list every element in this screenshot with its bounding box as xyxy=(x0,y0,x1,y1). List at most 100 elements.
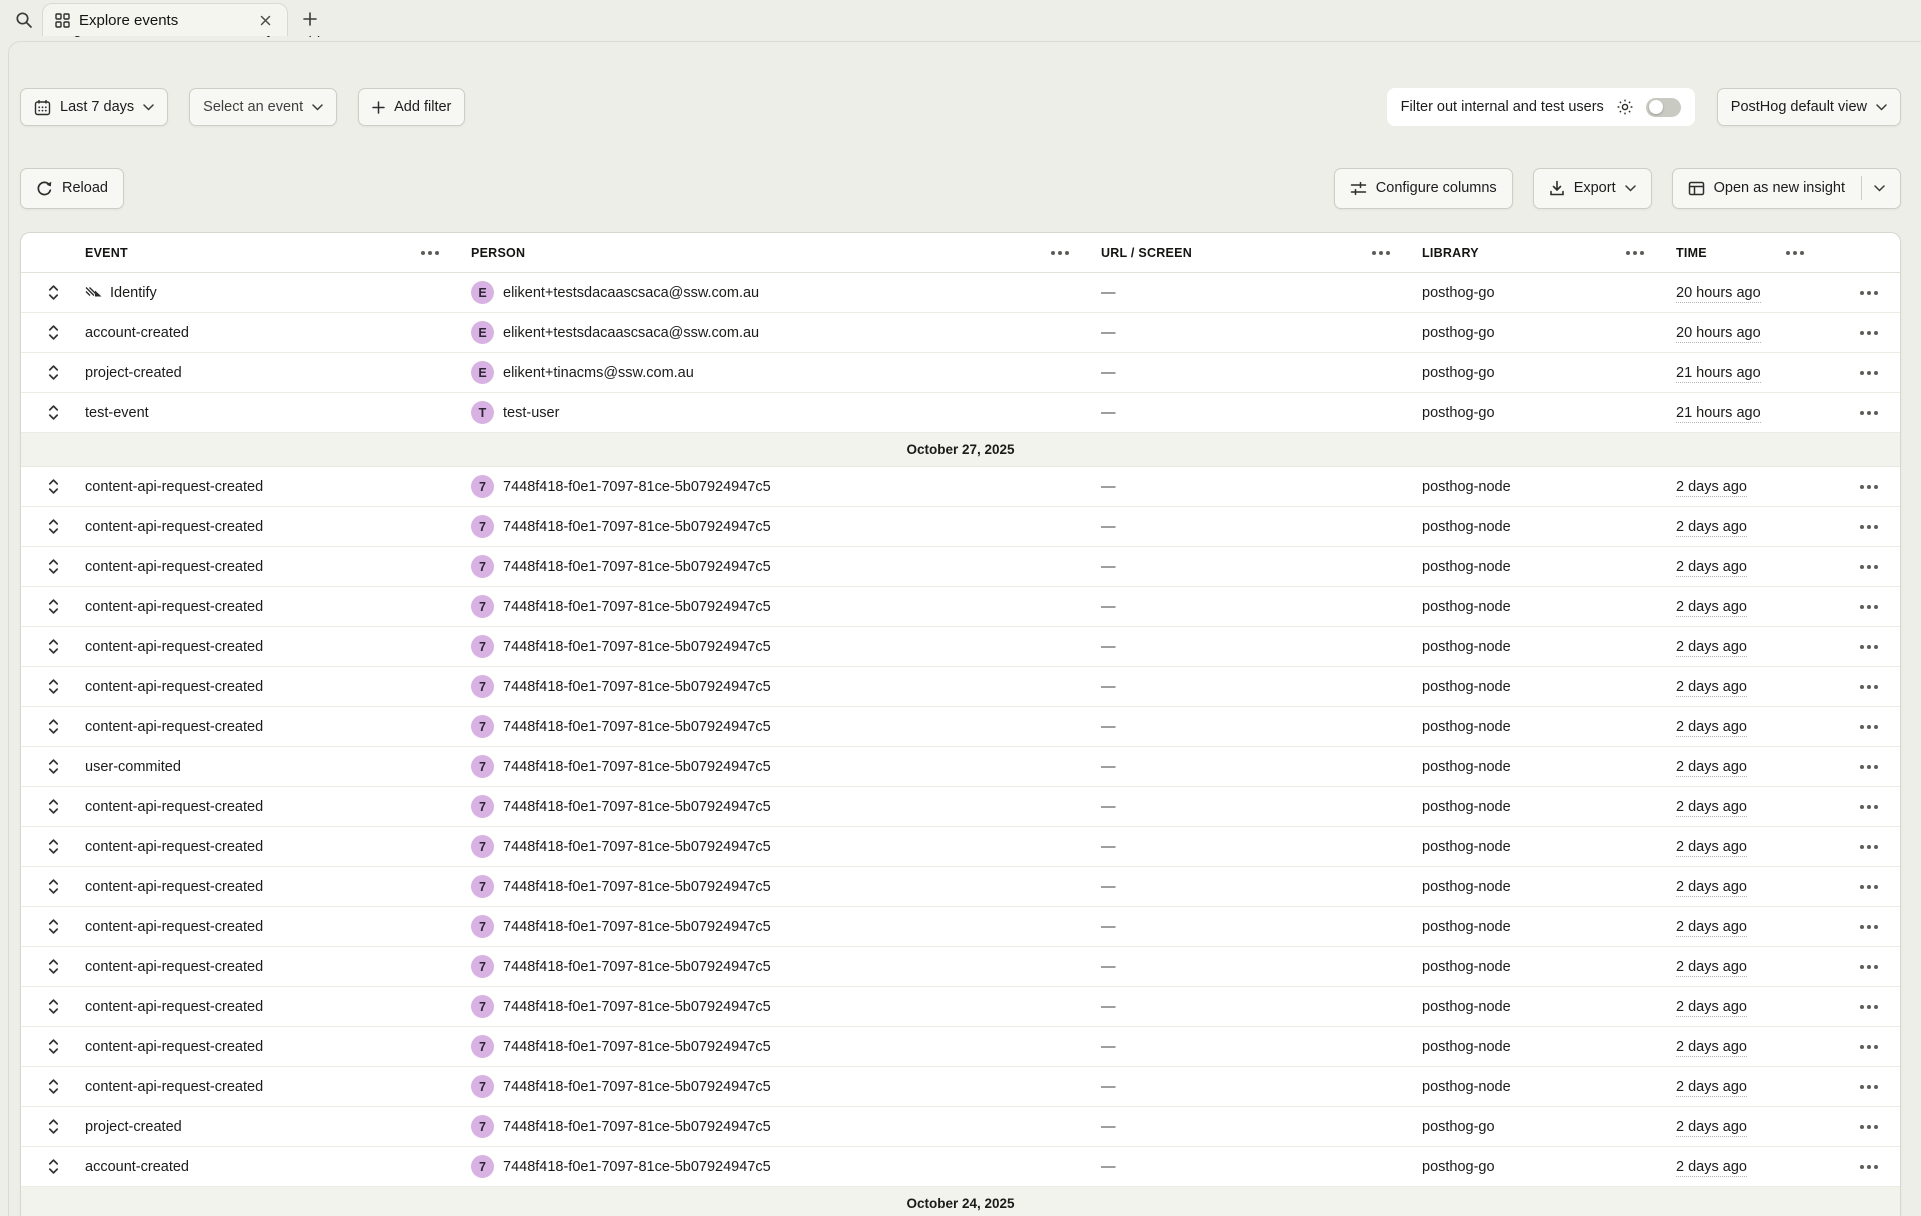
table-row[interactable]: content-api-request-created 7 7448f418-f… xyxy=(21,987,1900,1027)
table-row[interactable]: user-commited 7 7448f418-f0e1-7097-81ce-… xyxy=(21,747,1900,787)
gear-icon[interactable] xyxy=(1614,96,1636,118)
row-menu-icon[interactable] xyxy=(1856,283,1882,303)
table-row[interactable]: content-api-request-created 7 7448f418-f… xyxy=(21,587,1900,627)
person-link[interactable]: 7 7448f418-f0e1-7097-81ce-5b07924947c5 xyxy=(471,515,1101,538)
reload-button[interactable]: Reload xyxy=(20,167,124,209)
table-row[interactable]: content-api-request-created 7 7448f418-f… xyxy=(21,627,1900,667)
row-expand-icon[interactable] xyxy=(45,716,62,737)
row-expand-icon[interactable] xyxy=(45,556,62,577)
row-expand-icon[interactable] xyxy=(45,636,62,657)
person-link[interactable]: 7 7448f418-f0e1-7097-81ce-5b07924947c5 xyxy=(471,835,1101,858)
row-expand-icon[interactable] xyxy=(45,1036,62,1057)
configure-columns-button[interactable]: Configure columns xyxy=(1333,167,1513,209)
person-link[interactable]: 7 7448f418-f0e1-7097-81ce-5b07924947c5 xyxy=(471,715,1101,738)
column-menu-icon[interactable] xyxy=(1782,243,1808,263)
row-menu-icon[interactable] xyxy=(1856,717,1882,737)
row-menu-icon[interactable] xyxy=(1856,597,1882,617)
event-name[interactable]: content-api-request-created xyxy=(85,478,264,495)
row-expand-icon[interactable] xyxy=(45,876,62,897)
row-expand-icon[interactable] xyxy=(45,756,62,777)
person-link[interactable]: 7 7448f418-f0e1-7097-81ce-5b07924947c5 xyxy=(471,1075,1101,1098)
column-menu-icon[interactable] xyxy=(1622,243,1648,263)
row-expand-icon[interactable] xyxy=(45,676,62,697)
row-menu-icon[interactable] xyxy=(1856,997,1882,1017)
person-link[interactable]: T test-user xyxy=(471,401,1101,424)
row-menu-icon[interactable] xyxy=(1856,517,1882,537)
row-expand-icon[interactable] xyxy=(45,796,62,817)
event-name[interactable]: content-api-request-created xyxy=(85,558,264,575)
new-tab-icon[interactable] xyxy=(298,7,322,31)
row-expand-icon[interactable] xyxy=(45,596,62,617)
event-name[interactable]: content-api-request-created xyxy=(85,518,264,535)
row-menu-icon[interactable] xyxy=(1856,557,1882,577)
event-name[interactable]: content-api-request-created xyxy=(85,878,264,895)
tab-explore-events[interactable]: Explore events xyxy=(42,3,288,36)
row-menu-icon[interactable] xyxy=(1856,877,1882,897)
row-menu-icon[interactable] xyxy=(1856,757,1882,777)
person-link[interactable]: 7 7448f418-f0e1-7097-81ce-5b07924947c5 xyxy=(471,755,1101,778)
row-menu-icon[interactable] xyxy=(1856,797,1882,817)
row-expand-icon[interactable] xyxy=(45,402,62,423)
person-link[interactable]: 7 7448f418-f0e1-7097-81ce-5b07924947c5 xyxy=(471,555,1101,578)
table-row[interactable]: content-api-request-created 7 7448f418-f… xyxy=(21,787,1900,827)
time-value[interactable]: 2 days ago xyxy=(1676,558,1747,577)
event-name[interactable]: content-api-request-created xyxy=(85,958,264,975)
time-value[interactable]: 21 hours ago xyxy=(1676,404,1761,423)
row-expand-icon[interactable] xyxy=(45,322,62,343)
time-value[interactable]: 2 days ago xyxy=(1676,1158,1747,1177)
table-row[interactable]: test-event T test-user — posthog-go 21 h… xyxy=(21,393,1900,433)
row-expand-icon[interactable] xyxy=(45,476,62,497)
row-menu-icon[interactable] xyxy=(1856,917,1882,937)
table-row[interactable]: content-api-request-created 7 7448f418-f… xyxy=(21,947,1900,987)
event-name[interactable]: content-api-request-created xyxy=(85,838,264,855)
time-value[interactable]: 21 hours ago xyxy=(1676,364,1761,383)
row-menu-icon[interactable] xyxy=(1856,363,1882,383)
chevron-down-icon[interactable] xyxy=(1874,184,1885,192)
table-row[interactable]: Identify E elikent+testsdacaascsaca@ssw.… xyxy=(21,273,1900,313)
time-value[interactable]: 20 hours ago xyxy=(1676,324,1761,343)
row-menu-icon[interactable] xyxy=(1856,1157,1882,1177)
row-expand-icon[interactable] xyxy=(45,282,62,303)
event-name[interactable]: account-created xyxy=(85,1158,189,1175)
table-row[interactable]: content-api-request-created 7 7448f418-f… xyxy=(21,547,1900,587)
event-name[interactable]: test-event xyxy=(85,404,149,421)
row-expand-icon[interactable] xyxy=(45,996,62,1017)
add-filter-button[interactable]: Add filter xyxy=(358,88,466,126)
row-expand-icon[interactable] xyxy=(45,362,62,383)
event-name[interactable]: content-api-request-created xyxy=(85,1038,264,1055)
time-value[interactable]: 2 days ago xyxy=(1676,638,1747,657)
person-link[interactable]: 7 7448f418-f0e1-7097-81ce-5b07924947c5 xyxy=(471,955,1101,978)
filter-test-users-toggle[interactable] xyxy=(1645,97,1681,117)
row-expand-icon[interactable] xyxy=(45,956,62,977)
table-row[interactable]: account-created E elikent+testsdacaascsa… xyxy=(21,313,1900,353)
event-name[interactable]: user-commited xyxy=(85,758,181,775)
time-value[interactable]: 2 days ago xyxy=(1676,798,1747,817)
person-link[interactable]: 7 7448f418-f0e1-7097-81ce-5b07924947c5 xyxy=(471,915,1101,938)
person-link[interactable]: 7 7448f418-f0e1-7097-81ce-5b07924947c5 xyxy=(471,675,1101,698)
column-menu-icon[interactable] xyxy=(417,243,443,263)
event-name[interactable]: content-api-request-created xyxy=(85,718,264,735)
event-name[interactable]: content-api-request-created xyxy=(85,678,264,695)
event-name[interactable]: content-api-request-created xyxy=(85,918,264,935)
person-link[interactable]: 7 7448f418-f0e1-7097-81ce-5b07924947c5 xyxy=(471,1035,1101,1058)
time-value[interactable]: 2 days ago xyxy=(1676,958,1747,977)
person-link[interactable]: 7 7448f418-f0e1-7097-81ce-5b07924947c5 xyxy=(471,1155,1101,1178)
row-expand-icon[interactable] xyxy=(45,516,62,537)
event-name[interactable]: content-api-request-created xyxy=(85,598,264,615)
person-link[interactable]: 7 7448f418-f0e1-7097-81ce-5b07924947c5 xyxy=(471,475,1101,498)
time-value[interactable]: 2 days ago xyxy=(1676,718,1747,737)
table-row[interactable]: content-api-request-created 7 7448f418-f… xyxy=(21,827,1900,867)
person-link[interactable]: 7 7448f418-f0e1-7097-81ce-5b07924947c5 xyxy=(471,875,1101,898)
row-menu-icon[interactable] xyxy=(1856,1117,1882,1137)
event-name[interactable]: Identify xyxy=(110,284,157,301)
row-menu-icon[interactable] xyxy=(1856,1077,1882,1097)
person-link[interactable]: E elikent+testsdacaascsaca@ssw.com.au xyxy=(471,321,1101,344)
person-link[interactable]: 7 7448f418-f0e1-7097-81ce-5b07924947c5 xyxy=(471,995,1101,1018)
table-row[interactable]: content-api-request-created 7 7448f418-f… xyxy=(21,867,1900,907)
table-row[interactable]: content-api-request-created 7 7448f418-f… xyxy=(21,907,1900,947)
time-value[interactable]: 2 days ago xyxy=(1676,1038,1747,1057)
table-row[interactable]: content-api-request-created 7 7448f418-f… xyxy=(21,1027,1900,1067)
event-name[interactable]: content-api-request-created xyxy=(85,1078,264,1095)
table-row[interactable]: account-created 7 7448f418-f0e1-7097-81c… xyxy=(21,1147,1900,1187)
time-value[interactable]: 2 days ago xyxy=(1676,518,1747,537)
